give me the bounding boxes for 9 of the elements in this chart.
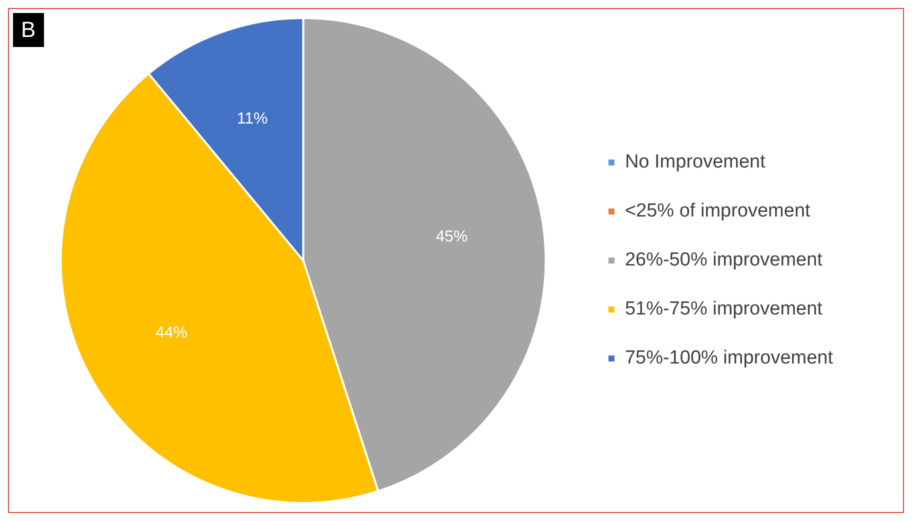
text: B xyxy=(13,13,44,47)
legend-label: No Improvement xyxy=(624,152,766,173)
data-label: 44% xyxy=(155,324,188,342)
legend-label: 26%-50% improvement xyxy=(624,250,824,271)
legend-label: <25% of improvement xyxy=(624,200,812,222)
legend-label: 75%-100% improvement xyxy=(624,348,834,369)
legend-label: 51%-75% improvement xyxy=(624,298,824,320)
data-label: 11% xyxy=(236,110,268,128)
data-label: 45% xyxy=(436,228,468,246)
